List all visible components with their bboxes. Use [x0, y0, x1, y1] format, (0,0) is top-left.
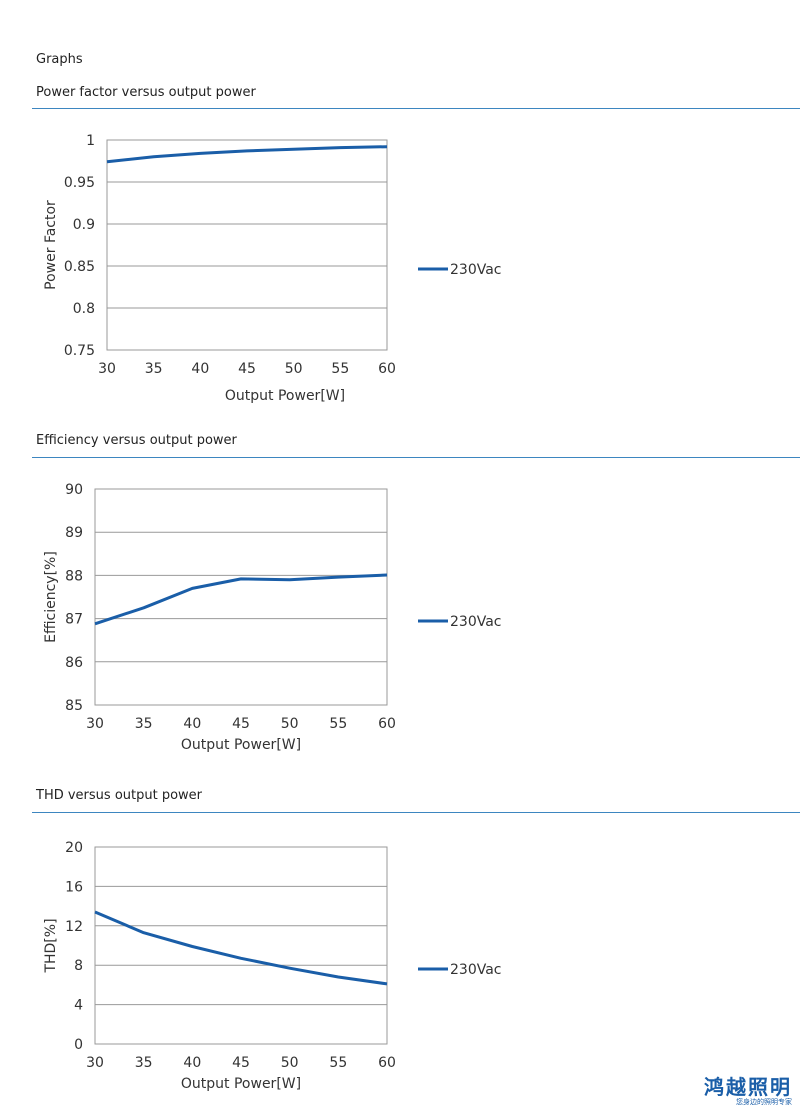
- x-tick-label: 30: [86, 716, 104, 732]
- series-line-230Vac: [106, 145, 388, 164]
- heading-rule: [32, 108, 800, 109]
- x-axis-label: Output Power[W]: [181, 737, 301, 753]
- y-tick-label: 87: [65, 612, 83, 628]
- y-tick-label: 85: [65, 698, 83, 714]
- y-tick-label: 12: [65, 919, 83, 935]
- x-tick-label: 35: [135, 716, 153, 732]
- x-tick-label: 50: [281, 1055, 299, 1071]
- series-line-230Vac: [94, 573, 388, 626]
- chart-heading-power-factor: Power factor versus output power: [36, 85, 256, 100]
- y-tick-label: 1: [86, 133, 95, 149]
- x-tick-label: 55: [329, 716, 347, 732]
- x-axis-label: Output Power[W]: [181, 1076, 301, 1092]
- y-tick-label: 8: [74, 958, 83, 974]
- x-axis-label: Output Power[W]: [225, 388, 345, 404]
- y-tick-label: 0.95: [64, 175, 95, 191]
- section-title: Graphs: [36, 52, 83, 67]
- y-tick-label: 0.8: [73, 301, 95, 317]
- thd-chart: 0 4 8 12 16 20 30 35 40 45 50 55 60 Output Power[W] TH…: [43, 840, 502, 1092]
- x-tick-label: 30: [86, 1055, 104, 1071]
- x-tick-label: 60: [378, 361, 396, 377]
- chart-heading-thd: THD versus output power: [36, 788, 203, 803]
- y-axis-label: Efficiency[%]: [43, 551, 59, 643]
- efficiency-chart: 85 86 87 88 89 90 30 35 40 45 50 55 60 Output Power[W…: [43, 482, 502, 753]
- legend-label: 230Vac: [450, 962, 502, 978]
- chart-heading-efficiency: Efficiency versus output power: [36, 433, 237, 448]
- x-tick-label: 45: [238, 361, 256, 377]
- y-axis-label: Power Factor: [43, 200, 59, 290]
- x-tick-label: 55: [331, 361, 349, 377]
- y-tick-label: 16: [65, 879, 83, 895]
- heading-rule: [32, 457, 800, 458]
- y-tick-label: 86: [65, 655, 83, 671]
- power-factor-chart: 0.75 0.8 0.85 0.9 0.95 1 30 35 40 45 50 55 60 Output …: [43, 133, 502, 404]
- series-line-230Vac: [94, 910, 388, 986]
- y-tick-label: 0.9: [73, 217, 95, 233]
- legend-label: 230Vac: [450, 614, 502, 630]
- y-tick-label: 88: [65, 568, 83, 584]
- x-tick-label: 60: [378, 716, 396, 732]
- plot-frame: [94, 846, 388, 1045]
- heading-rule: [32, 812, 800, 813]
- plot-frame: [106, 139, 388, 351]
- y-tick-label: 90: [65, 482, 83, 498]
- y-tick-label: 0.75: [64, 343, 95, 359]
- x-tick-label: 40: [191, 361, 209, 377]
- x-tick-label: 60: [378, 1055, 396, 1071]
- x-tick-label: 40: [183, 1055, 201, 1071]
- legend-label: 230Vac: [450, 262, 502, 278]
- y-tick-label: 4: [74, 998, 83, 1014]
- logo-tagline: 您身边的照明专家: [736, 1098, 792, 1106]
- x-tick-label: 45: [232, 716, 250, 732]
- y-tick-label: 89: [65, 525, 83, 541]
- company-logo: 鸿越照明 您身边的照明专家: [704, 1076, 792, 1107]
- y-tick-label: 20: [65, 840, 83, 856]
- y-tick-label: 0.85: [64, 259, 95, 275]
- x-tick-label: 30: [98, 361, 116, 377]
- y-axis-label: THD[%]: [43, 918, 59, 973]
- y-tick-label: 0: [74, 1037, 83, 1053]
- x-tick-label: 45: [232, 1055, 250, 1071]
- x-tick-label: 35: [135, 1055, 153, 1071]
- logo-text: 鸿越照明: [704, 1075, 792, 1099]
- x-tick-label: 35: [145, 361, 163, 377]
- x-tick-label: 40: [183, 716, 201, 732]
- x-tick-label: 50: [281, 716, 299, 732]
- plot-frame: [94, 488, 388, 706]
- x-tick-label: 55: [329, 1055, 347, 1071]
- x-tick-label: 50: [285, 361, 303, 377]
